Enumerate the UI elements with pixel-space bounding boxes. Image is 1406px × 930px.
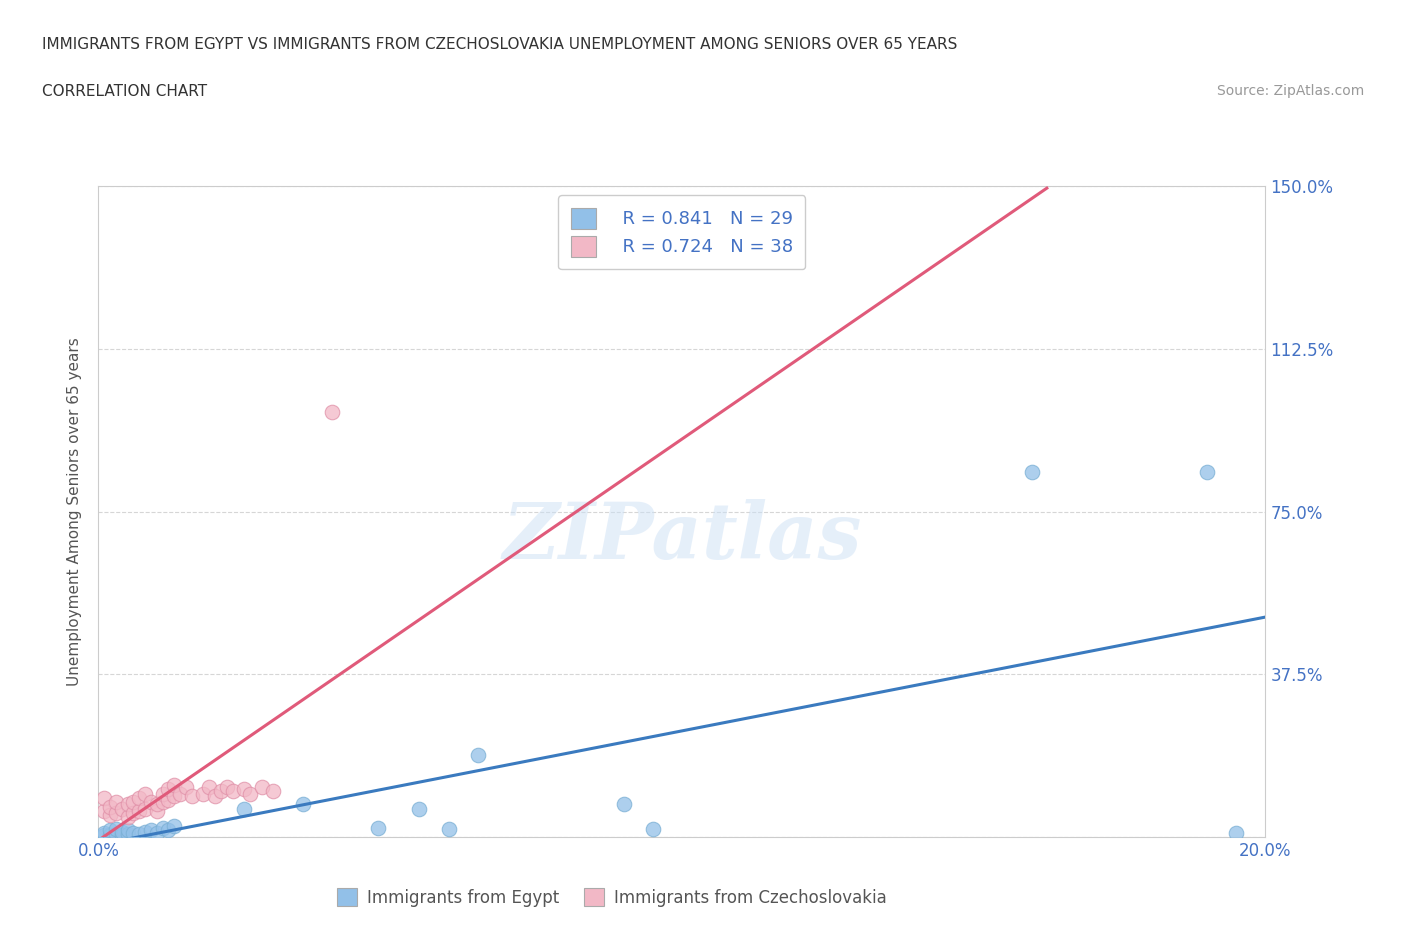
Text: ZIPatlas: ZIPatlas — [502, 499, 862, 576]
Point — [122, 805, 145, 820]
Point — [128, 826, 150, 841]
Point — [291, 797, 314, 812]
Point — [93, 804, 115, 818]
Text: Source: ZipAtlas.com: Source: ZipAtlas.com — [1216, 84, 1364, 98]
Point — [612, 797, 634, 812]
Point — [233, 782, 256, 797]
Point — [408, 802, 430, 817]
Point — [163, 777, 186, 792]
Point — [111, 824, 134, 839]
Point — [152, 786, 174, 801]
Point — [98, 808, 121, 823]
Point — [209, 784, 232, 799]
Legend: Immigrants from Egypt, Immigrants from Czechoslovakia: Immigrants from Egypt, Immigrants from C… — [330, 882, 894, 913]
Point — [98, 799, 121, 814]
Point — [104, 805, 127, 820]
Point — [221, 784, 243, 799]
Text: CORRELATION CHART: CORRELATION CHART — [42, 84, 207, 99]
Point — [117, 797, 139, 812]
Point — [111, 802, 134, 817]
Point — [437, 822, 460, 837]
Point — [250, 779, 273, 794]
Point — [93, 825, 115, 840]
Point — [239, 786, 262, 801]
Point — [117, 826, 139, 841]
Point — [128, 804, 150, 818]
Point — [146, 797, 169, 812]
Point — [1225, 825, 1247, 840]
Y-axis label: Unemployment Among Seniors over 65 years: Unemployment Among Seniors over 65 years — [67, 338, 83, 686]
Point — [98, 828, 121, 843]
Point — [104, 795, 127, 810]
Point — [134, 802, 156, 817]
Point — [198, 779, 221, 794]
Point — [134, 824, 156, 839]
Point — [157, 782, 180, 797]
Point — [204, 789, 226, 804]
Point — [117, 810, 139, 825]
Point — [641, 822, 664, 837]
Point — [262, 784, 284, 799]
Point — [157, 792, 180, 807]
Point — [233, 802, 256, 817]
Point — [367, 821, 389, 836]
Point — [152, 795, 174, 810]
Text: IMMIGRANTS FROM EGYPT VS IMMIGRANTS FROM CZECHOSLOVAKIA UNEMPLOYMENT AMONG SENIO: IMMIGRANTS FROM EGYPT VS IMMIGRANTS FROM… — [42, 37, 957, 52]
Point — [321, 405, 343, 419]
Point — [139, 823, 162, 838]
Point — [104, 826, 127, 841]
Point — [146, 825, 169, 840]
Point — [93, 828, 115, 843]
Point — [180, 789, 202, 804]
Point — [169, 786, 191, 801]
Point — [139, 795, 162, 810]
Point — [467, 747, 489, 762]
Point — [163, 818, 186, 833]
Point — [174, 779, 197, 794]
Point — [1195, 465, 1218, 480]
Point — [146, 804, 169, 818]
Point — [93, 790, 115, 805]
Point — [215, 779, 238, 794]
Point — [104, 822, 127, 837]
Point — [117, 823, 139, 838]
Point — [1021, 465, 1043, 480]
Point — [122, 825, 145, 840]
Point — [128, 790, 150, 805]
Point — [122, 795, 145, 810]
Point — [163, 789, 186, 804]
Point — [134, 786, 156, 801]
Point — [152, 821, 174, 836]
Point — [111, 828, 134, 843]
Point — [157, 823, 180, 838]
Point — [98, 823, 121, 838]
Point — [193, 786, 215, 801]
